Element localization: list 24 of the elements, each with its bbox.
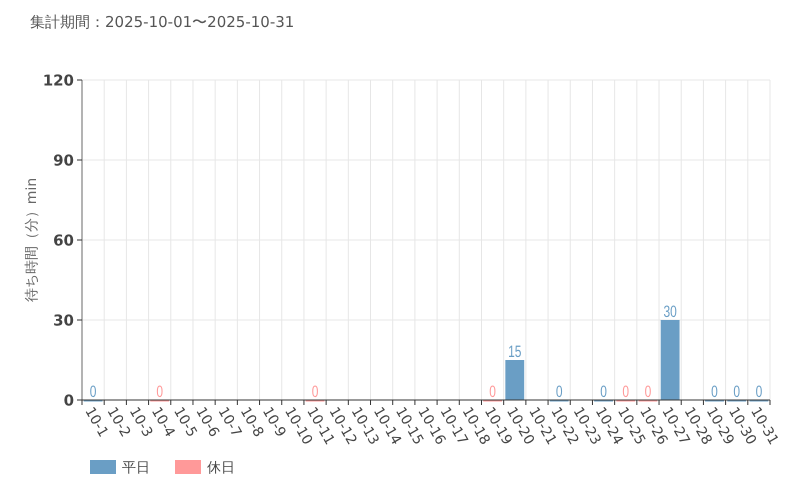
data-label: 0 xyxy=(600,383,607,402)
y-tick-label: 60 xyxy=(53,231,74,250)
data-label: 0 xyxy=(556,383,562,402)
legend-label: 休日 xyxy=(207,460,235,476)
data-label: 30 xyxy=(663,303,677,322)
bar xyxy=(505,360,524,400)
y-tick-label: 0 xyxy=(64,391,74,410)
data-label: 0 xyxy=(90,383,96,402)
data-label: 0 xyxy=(489,383,496,402)
data-label: 0 xyxy=(733,383,740,402)
data-label: 15 xyxy=(508,343,522,362)
chart-title: 集計期間：2025-10-01〜2025-10-31 xyxy=(30,13,294,31)
data-label: 0 xyxy=(644,383,652,402)
y-tick-label: 120 xyxy=(42,71,74,90)
y-axis-title: 待ち時間（分）min xyxy=(24,178,40,302)
data-label: 0 xyxy=(156,383,164,402)
data-label: 0 xyxy=(622,383,630,402)
legend-label: 平日 xyxy=(122,460,150,476)
data-label: 0 xyxy=(711,383,718,402)
bar xyxy=(660,320,680,400)
data-label: 0 xyxy=(756,383,762,402)
y-tick-label: 30 xyxy=(53,311,74,330)
data-label: 0 xyxy=(312,383,318,402)
y-tick-label: 90 xyxy=(53,151,74,170)
